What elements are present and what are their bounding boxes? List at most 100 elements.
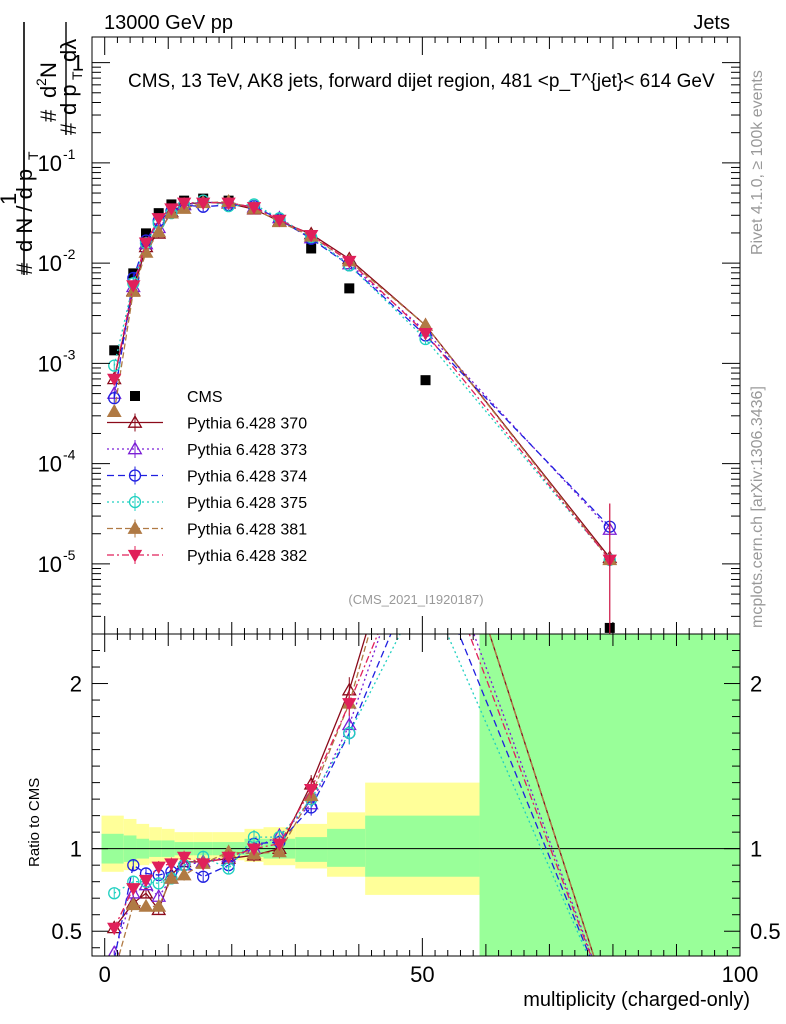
ratio-y-tick-label-right: 1 (750, 837, 762, 862)
data-point (342, 255, 357, 269)
data-point (272, 214, 287, 228)
ratio-line (114, 634, 591, 956)
ratio-point (164, 858, 179, 871)
data-point (151, 213, 166, 226)
svg-text:d: d (36, 86, 61, 98)
data-point (221, 197, 236, 211)
ratio-point (151, 861, 166, 875)
ratio-point (138, 898, 154, 912)
data-point (344, 283, 355, 294)
data-point (109, 345, 120, 356)
svg-text:#: # (56, 122, 81, 135)
ratio-point (246, 843, 262, 856)
analysis-id: (CMS_2021_I1920187) (348, 592, 483, 607)
legend-marker (128, 469, 142, 482)
data-point (126, 280, 141, 293)
ratio-point (151, 898, 167, 912)
data-point (151, 224, 167, 238)
ratio-point (163, 870, 179, 884)
data-point (306, 243, 317, 254)
y-tick-exponent: -2 (63, 246, 76, 262)
legend-marker (127, 441, 143, 455)
legend-entry: Pythia 6.428 370 (107, 413, 307, 433)
band-inner (479, 634, 740, 956)
main-frame (91, 36, 741, 635)
y-tick-label: 10 (38, 552, 62, 577)
ratio-point (176, 867, 192, 881)
y-tick-exponent: -3 (63, 346, 76, 362)
legend-label: Pythia 6.428 381 (187, 522, 307, 539)
ratio-point (195, 858, 211, 871)
ratio-point (342, 698, 357, 711)
band-inner (327, 828, 366, 867)
ratio-point (271, 844, 287, 858)
ratio-point (138, 874, 154, 888)
data-point (246, 202, 262, 215)
data-point (195, 197, 211, 211)
legend-marker (127, 520, 143, 534)
y-tick-exponent: -4 (63, 447, 76, 463)
y-tick-label: 10 (38, 251, 62, 276)
band-inner (365, 815, 480, 877)
ratio-point (197, 870, 210, 883)
svg-text:T: T (69, 71, 85, 80)
legend-marker (127, 549, 143, 563)
legend-entry: Pythia 6.428 374 (107, 466, 307, 486)
legend-label: Pythia 6.428 373 (187, 442, 307, 459)
legend-label: Pythia 6.428 374 (187, 469, 307, 486)
ratio-point (107, 922, 122, 936)
x-tick-label: 0 (99, 962, 111, 987)
energy-label: 13000 GeV pp (104, 12, 233, 34)
series-374 (108, 198, 616, 533)
series-382 (107, 197, 617, 568)
ratio-y-tick-label: 0.5 (51, 919, 82, 944)
y-tick-label: 10 (38, 452, 62, 477)
data-point (107, 373, 122, 387)
ratio-data (106, 634, 595, 956)
data-point (106, 404, 122, 417)
rivet-label: Rivet 4.1.0, ≥ 100k events (749, 70, 766, 255)
legend-marker (127, 414, 143, 428)
y-tick-exponent: -5 (63, 547, 76, 563)
svg-text:d p: d p (56, 84, 81, 115)
data-point (138, 237, 154, 250)
ratio-point (125, 897, 141, 911)
data-point (164, 203, 179, 216)
data-point (420, 375, 431, 386)
ratio-bands (92, 634, 740, 956)
ratio-y-tick-label: 2 (70, 672, 82, 697)
ratio-ylabel: Ratio to CMS (26, 778, 43, 867)
ratio-point (221, 851, 236, 865)
y-tick-label: 10 (38, 351, 62, 376)
ratio-point (108, 887, 121, 900)
ratio-point (127, 859, 140, 872)
y-tick-label: 10 (38, 151, 62, 176)
legend-label: Pythia 6.428 370 (187, 416, 307, 433)
data-point (108, 392, 121, 405)
ratio-point (138, 877, 154, 891)
process-label: Jets (693, 12, 730, 34)
x-axis-label: multiplicity (charged-only) (523, 989, 750, 1011)
svg-text:T: T (25, 151, 41, 160)
legend-marker (128, 495, 142, 509)
y-tick-exponent: -1 (63, 146, 76, 162)
ratio-y-tick-label: 1 (70, 837, 82, 862)
svg-text:#: # (36, 109, 61, 122)
legend-entry: CMS (130, 389, 223, 406)
ratio-point (343, 726, 356, 740)
legend-entry: Pythia 6.428 381 (107, 519, 307, 539)
legend-entry: Pythia 6.428 382 (107, 546, 307, 565)
y-tick-label: 1 (72, 51, 84, 76)
data-point (108, 359, 121, 372)
data-point (418, 328, 433, 341)
series-373 (106, 194, 618, 535)
x-tick-label: 50 (410, 962, 434, 987)
legend-label: CMS (187, 389, 223, 406)
main-ylabel: # d N / d p T 1 # d p T dλ # d 2 N (0, 22, 85, 275)
mcplots-label: mcplots.cern.ch [arXiv:1306.3436] (749, 386, 766, 628)
band-inner (295, 837, 328, 862)
series-381 (106, 194, 618, 566)
